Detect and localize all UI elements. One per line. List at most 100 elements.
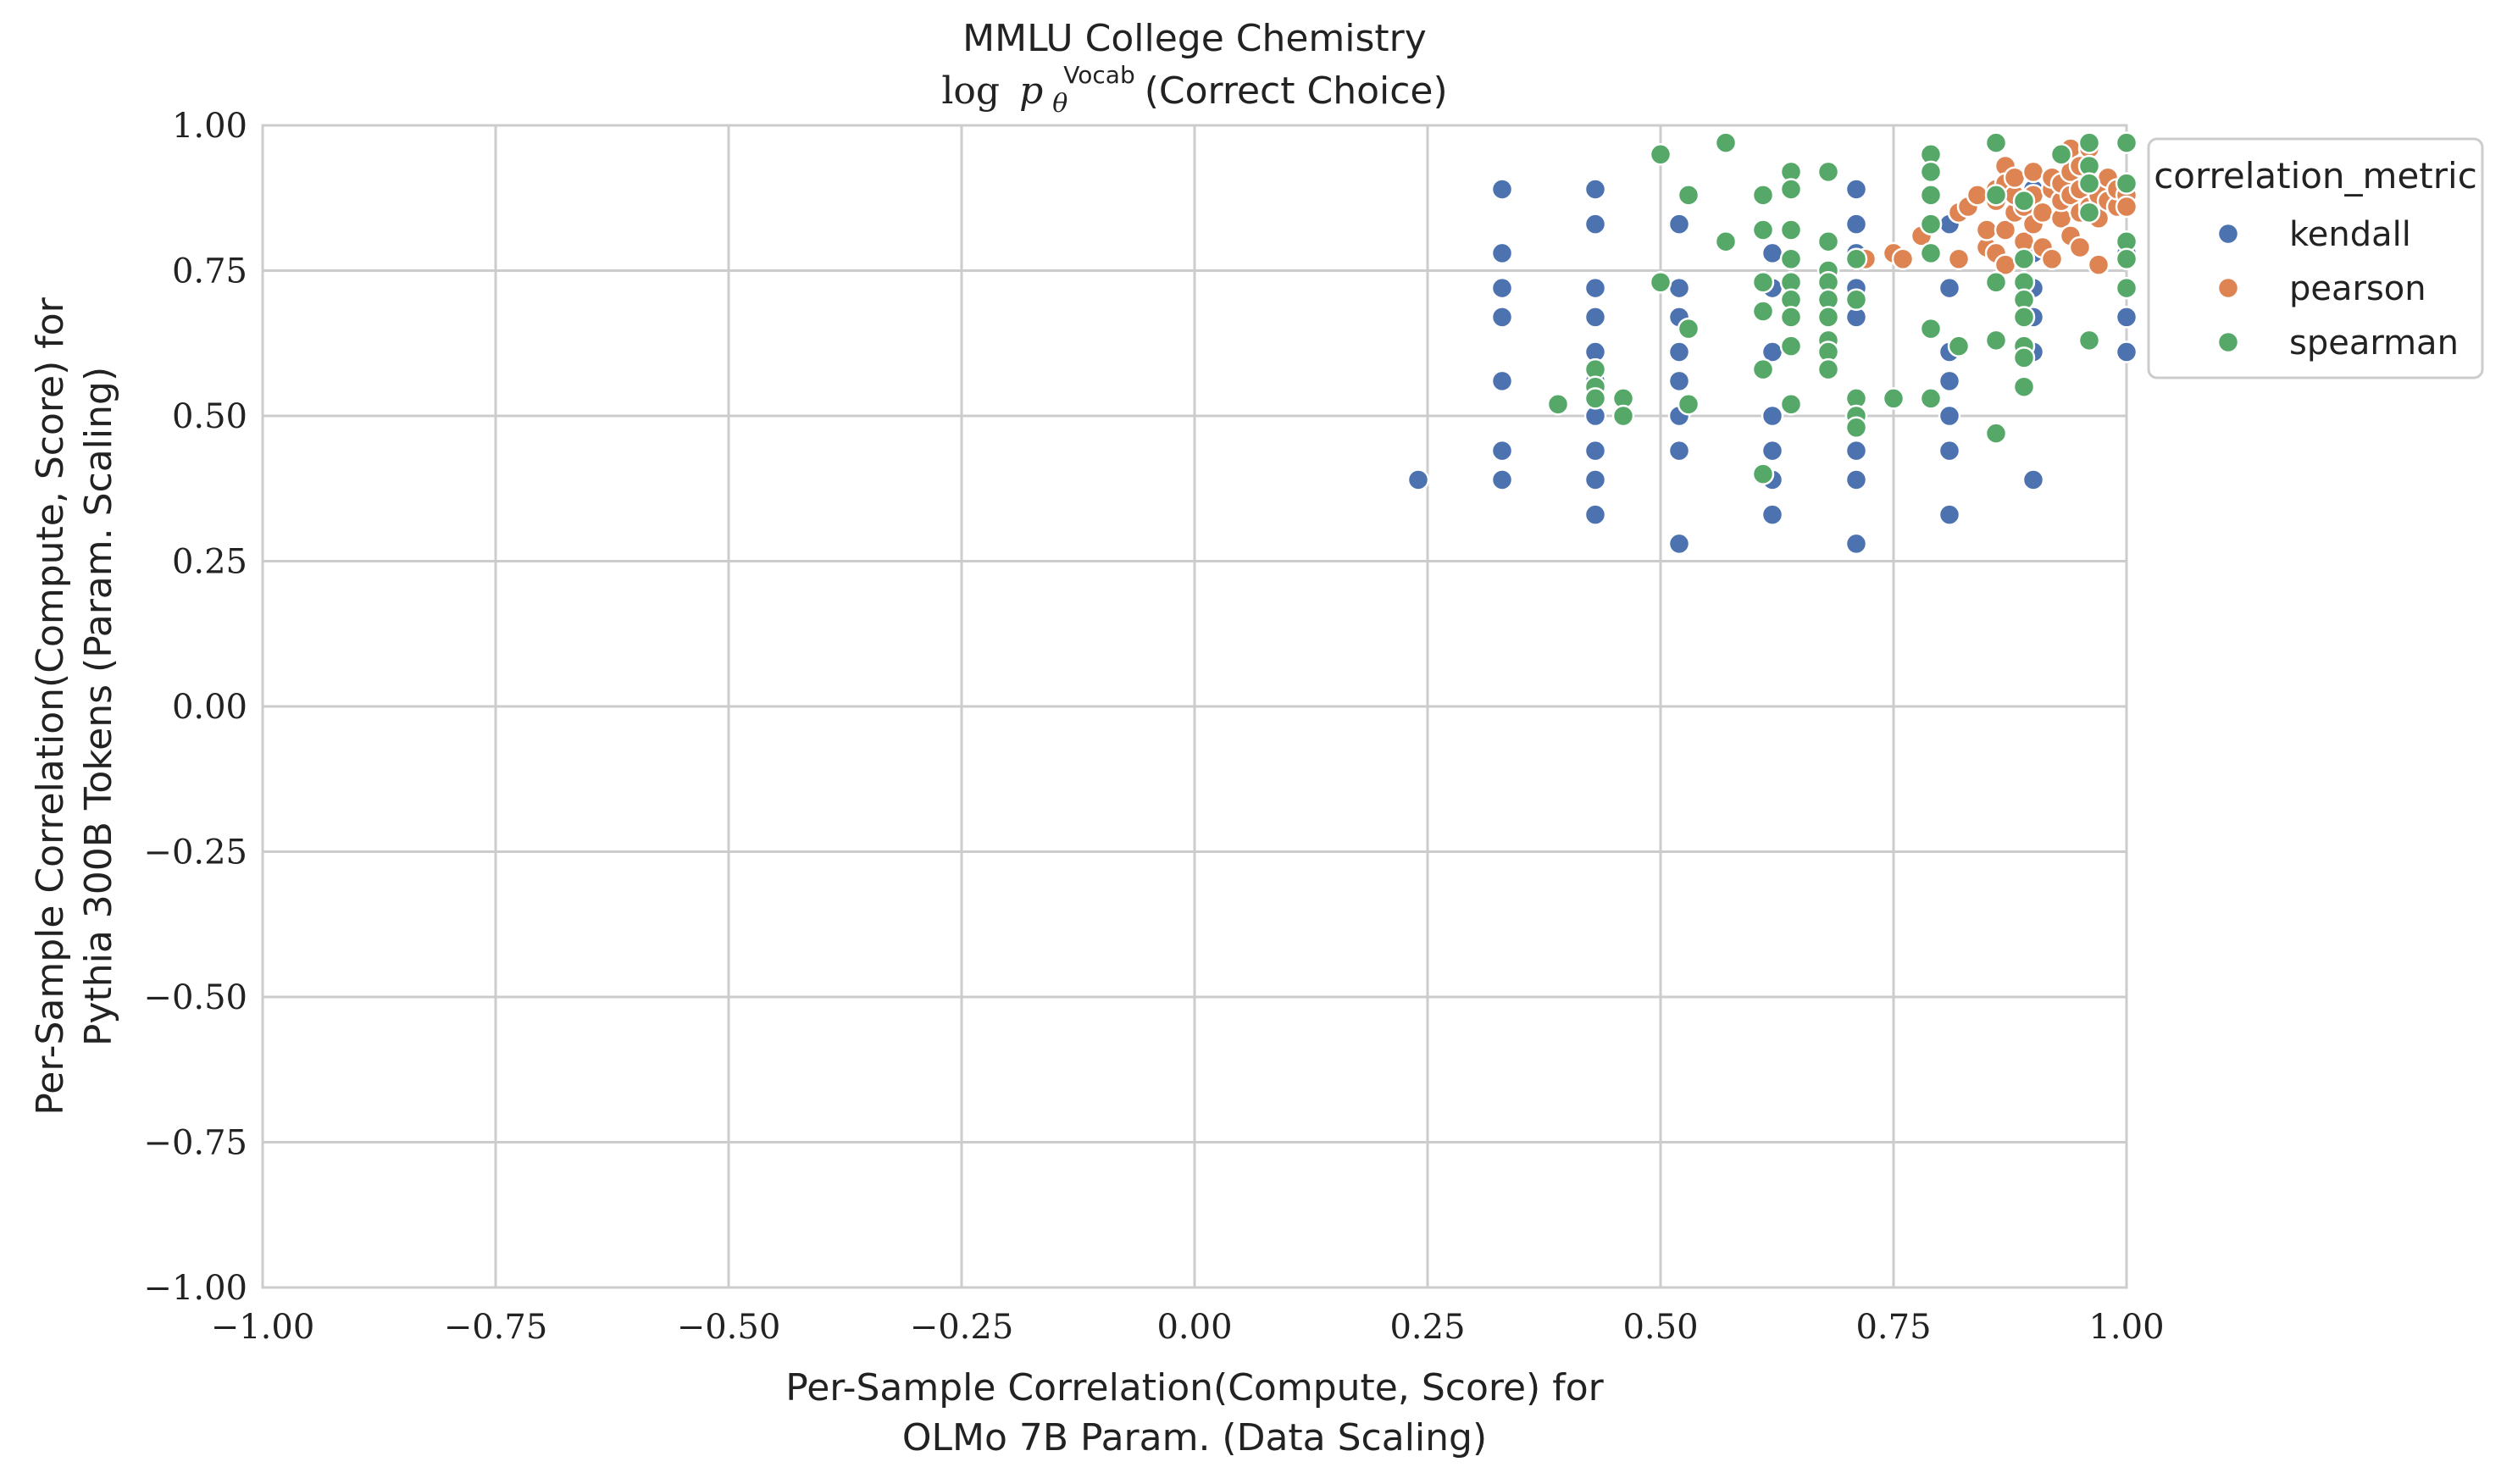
point-spearman (1919, 387, 1943, 410)
y-axis-label-line2: Pythia 300B Tokens (Param. Scaling) (77, 367, 120, 1046)
point-kendall (1844, 439, 1868, 462)
y-tick-label: 1.00 (172, 107, 247, 146)
point-kendall (2115, 341, 2138, 363)
point-pearson (2021, 160, 2045, 184)
point-spearman (1816, 357, 1840, 381)
point-kendall (1490, 178, 1514, 201)
legend-marker-kendall (2216, 222, 2240, 246)
point-spearman (1984, 131, 2008, 154)
y-tick-label: 0.00 (172, 688, 247, 727)
point-kendall (1583, 439, 1607, 462)
x-tick-label: 0.00 (1156, 1308, 1232, 1347)
point-spearman (1984, 270, 2008, 294)
point-pearson (2087, 253, 2110, 276)
point-spearman (2077, 329, 2101, 352)
point-spearman (1751, 462, 1775, 485)
legend: correlation_metric kendall pearson spearma… (2147, 137, 2484, 379)
point-pearson (1891, 247, 1915, 271)
legend-label-kendall: kendall (2289, 215, 2411, 254)
point-spearman (2115, 247, 2138, 271)
point-kendall (1844, 532, 1868, 556)
y-axis-label-line1: Per-Sample Correlation(Compute, Score) f… (29, 296, 72, 1115)
point-kendall (1667, 213, 1691, 235)
point-pearson (1947, 247, 1971, 271)
point-kendall (1938, 439, 1961, 462)
point-kendall (1406, 468, 1430, 491)
point-spearman (1779, 335, 1803, 357)
point-spearman (1751, 270, 1775, 294)
point-kendall (1490, 241, 1514, 265)
y-tick-label: −0.75 (143, 1124, 247, 1163)
legend-items: kendall pearson spearman (2216, 215, 2459, 363)
point-spearman (2049, 143, 2073, 166)
point-spearman (2077, 172, 2101, 195)
point-kendall (1761, 439, 1784, 462)
point-spearman (1816, 160, 1840, 184)
point-kendall (1667, 369, 1691, 393)
point-kendall (1667, 341, 1691, 363)
point-spearman (1919, 160, 1943, 184)
subtitle-subscript: θ (1052, 89, 1068, 119)
point-kendall (1490, 306, 1514, 329)
point-spearman (2115, 276, 2138, 300)
point-spearman (2115, 131, 2138, 154)
point-spearman (2077, 201, 2101, 224)
point-spearman (1751, 357, 1775, 381)
point-kendall (1844, 213, 1868, 235)
point-kendall (2115, 306, 2138, 329)
point-spearman (1779, 219, 1803, 241)
point-spearman (1984, 422, 2008, 445)
point-kendall (1938, 276, 1961, 300)
y-tick-label: −0.50 (143, 978, 247, 1017)
y-tick-label: −0.25 (143, 833, 247, 872)
point-spearman (1919, 317, 1943, 341)
y-tick-label: 0.25 (172, 543, 247, 582)
point-spearman (1919, 241, 1943, 265)
legend-title: correlation_metric (2154, 155, 2477, 197)
point-kendall (1938, 369, 1961, 393)
chart-title: MMLU College Chemistry (962, 17, 1427, 60)
point-kendall (1667, 276, 1691, 300)
point-spearman (1882, 387, 1905, 410)
subtitle-log: log (941, 69, 1000, 113)
point-kendall (1938, 503, 1961, 526)
x-tick-label: −0.75 (444, 1308, 548, 1347)
point-kendall (1844, 178, 1868, 201)
point-spearman (2012, 346, 2036, 369)
point-pearson (2115, 195, 2138, 219)
point-kendall (1490, 369, 1514, 393)
x-tick-label: −1.00 (211, 1308, 315, 1347)
point-kendall (1490, 276, 1514, 300)
point-spearman (1649, 143, 1672, 166)
point-spearman (1583, 387, 1607, 410)
point-spearman (1844, 288, 1868, 312)
subtitle-tail: (Correct Choice) (1145, 69, 1448, 113)
point-spearman (1649, 270, 1672, 294)
point-spearman (2012, 247, 2036, 271)
point-kendall (1583, 213, 1607, 235)
point-spearman (2012, 375, 2036, 398)
point-spearman (1947, 335, 1971, 357)
x-tick-label: 0.25 (1389, 1308, 1465, 1347)
point-kendall (1583, 468, 1607, 491)
point-kendall (1844, 468, 1868, 491)
point-kendall (1667, 532, 1691, 556)
y-tick-label: 0.50 (172, 397, 247, 436)
point-pearson (1975, 219, 1999, 241)
point-spearman (1751, 300, 1775, 323)
point-spearman (2012, 189, 2036, 213)
point-spearman (1816, 306, 1840, 329)
point-kendall (1761, 241, 1784, 265)
y-axis-label: Per-Sample Correlation(Compute, Score) f… (29, 296, 120, 1115)
point-spearman (1779, 306, 1803, 329)
point-pearson (1994, 219, 2017, 241)
point-kendall (1490, 468, 1514, 491)
point-spearman (1546, 393, 1570, 416)
point-kendall (1490, 439, 1514, 462)
subtitle-superscript: Vocab (1063, 61, 1134, 89)
legend-label-spearman: spearman (2289, 324, 2459, 363)
point-spearman (1751, 184, 1775, 207)
legend-label-pearson: pearson (2289, 269, 2426, 308)
x-tick-label: 0.75 (1855, 1308, 1931, 1347)
x-tick-labels: −1.00 −0.75 −0.50 −0.25 0.00 0.25 0.50 0.75 1.00 (211, 1308, 2165, 1347)
